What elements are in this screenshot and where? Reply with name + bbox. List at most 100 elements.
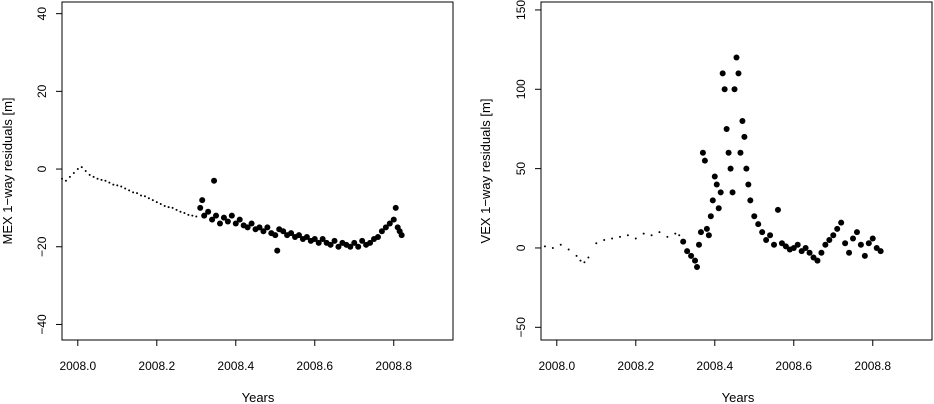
data-point xyxy=(128,189,131,192)
data-point xyxy=(611,237,614,240)
data-point xyxy=(199,197,206,204)
data-point xyxy=(264,224,271,231)
data-point xyxy=(228,212,235,219)
data-point xyxy=(567,248,570,251)
data-point xyxy=(650,234,653,237)
data-point xyxy=(92,175,95,178)
data-point xyxy=(197,204,204,211)
series-2 xyxy=(197,177,405,254)
y-tick-label: −50 xyxy=(514,317,528,338)
data-point xyxy=(386,220,393,227)
data-point xyxy=(147,197,150,200)
plot-frame xyxy=(61,1,454,341)
data-point xyxy=(857,241,864,248)
data-point xyxy=(697,229,704,236)
data-point xyxy=(751,213,758,220)
data-point xyxy=(715,205,722,212)
data-point xyxy=(213,212,220,219)
data-point xyxy=(139,194,142,197)
data-point xyxy=(666,235,669,238)
data-point xyxy=(116,184,119,187)
data-point xyxy=(802,244,809,251)
x-tick-label: 2008.2 xyxy=(617,359,654,373)
data-point xyxy=(853,229,860,236)
y-tick-label: 40 xyxy=(35,7,49,21)
data-point xyxy=(382,224,389,231)
data-point xyxy=(603,239,606,242)
data-point xyxy=(195,215,198,218)
data-point xyxy=(626,234,629,237)
data-point xyxy=(694,264,701,271)
data-point xyxy=(272,232,279,239)
x-axis-title: Years xyxy=(722,390,755,404)
series-1 xyxy=(61,166,198,218)
data-point xyxy=(132,191,135,194)
data-point xyxy=(618,235,621,238)
data-point xyxy=(76,168,79,171)
data-point xyxy=(834,225,841,232)
data-point xyxy=(575,254,578,257)
data-point xyxy=(68,175,71,178)
data-point xyxy=(684,248,691,255)
data-point xyxy=(120,185,123,188)
data-point xyxy=(771,241,778,248)
data-point xyxy=(634,237,637,240)
data-point xyxy=(175,208,178,211)
x-tick-label: 2008.6 xyxy=(296,359,333,373)
y-tick-label: 0 xyxy=(35,165,49,172)
data-point xyxy=(719,70,726,77)
data-point xyxy=(735,70,742,77)
data-point xyxy=(721,86,728,93)
data-point xyxy=(743,165,750,172)
data-point xyxy=(88,173,91,176)
y-tick-label: 20 xyxy=(35,84,49,98)
data-point xyxy=(167,206,170,209)
x-tick-label: 2008.8 xyxy=(854,359,891,373)
data-point xyxy=(838,219,845,226)
data-point xyxy=(390,216,397,223)
data-point xyxy=(822,241,829,248)
data-point xyxy=(100,178,103,181)
data-point xyxy=(205,208,212,215)
x-tick-label: 2008.2 xyxy=(138,359,175,373)
data-point xyxy=(846,249,853,256)
data-point xyxy=(256,224,263,231)
y-tick-label: 150 xyxy=(514,0,528,20)
data-point xyxy=(136,192,139,195)
data-point xyxy=(331,237,338,244)
data-point xyxy=(814,257,821,264)
data-point xyxy=(737,149,744,156)
data-point xyxy=(112,183,115,186)
y-tick-label: 50 xyxy=(514,162,528,176)
data-point xyxy=(830,232,837,239)
data-point xyxy=(559,243,562,246)
data-point xyxy=(723,125,730,132)
data-point xyxy=(543,245,546,248)
data-point xyxy=(774,206,781,213)
y-axis-title: MEX 1−way residuals [m] xyxy=(0,97,15,244)
data-point xyxy=(183,211,186,214)
data-point xyxy=(398,232,405,239)
data-point xyxy=(61,177,63,180)
data-point xyxy=(731,86,738,93)
data-point xyxy=(220,214,227,221)
data-point xyxy=(717,189,724,196)
data-point xyxy=(806,249,813,256)
data-point xyxy=(84,170,87,172)
data-point xyxy=(96,177,99,180)
data-point xyxy=(587,256,590,259)
data-point xyxy=(707,213,714,220)
data-point xyxy=(280,228,287,235)
data-point xyxy=(745,181,752,188)
data-point xyxy=(124,187,127,190)
data-point xyxy=(642,232,645,235)
data-point xyxy=(551,246,554,249)
data-point xyxy=(818,249,825,256)
data-point xyxy=(64,179,67,182)
data-point xyxy=(335,243,342,250)
data-point xyxy=(763,237,770,244)
x-axis-title: Years xyxy=(242,390,275,404)
data-point xyxy=(248,220,255,227)
y-tick-label: −20 xyxy=(35,236,49,257)
plot-frame xyxy=(540,1,933,341)
